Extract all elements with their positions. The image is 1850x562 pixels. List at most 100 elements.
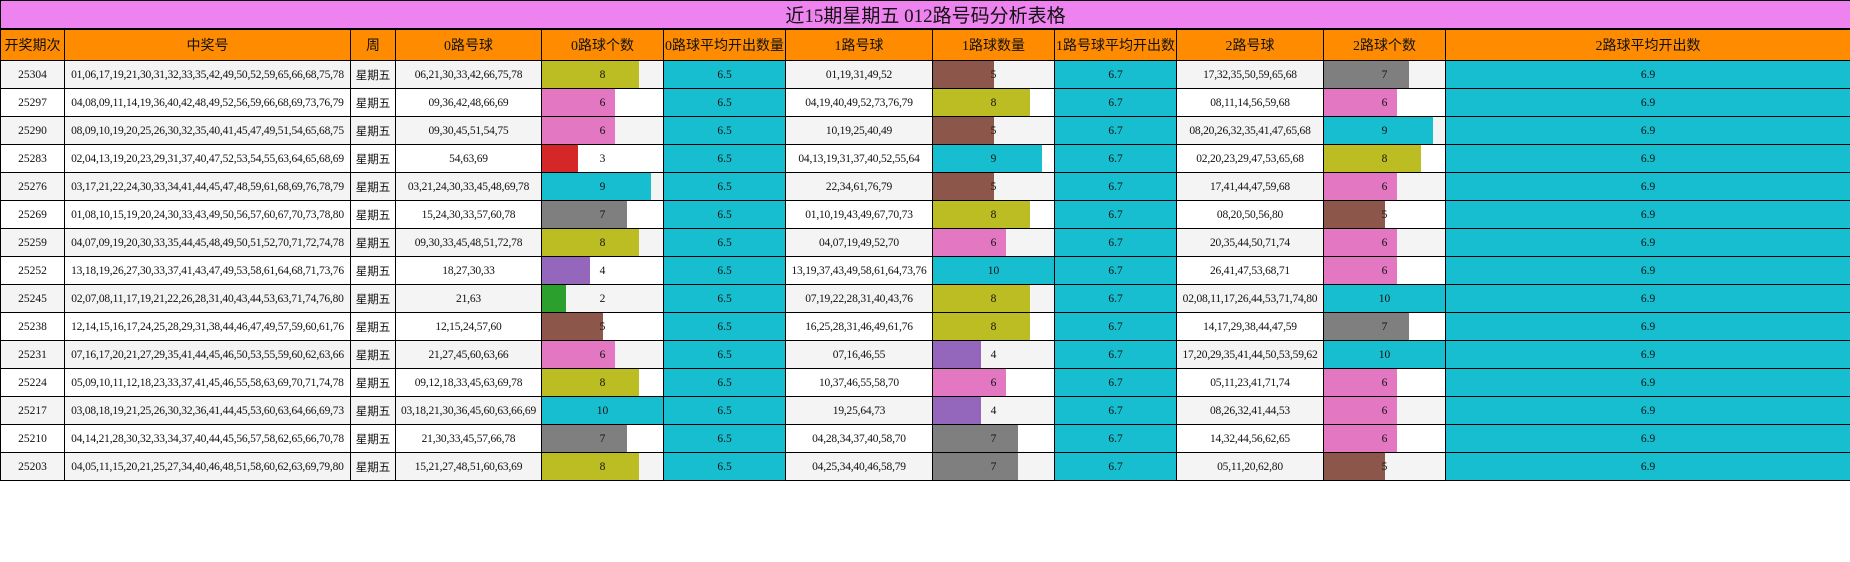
weekday-cell: 星期五 [350, 452, 396, 481]
weekday-cell: 星期五 [350, 116, 396, 145]
route1-count-bar: 8 [932, 284, 1055, 313]
winning-numbers-cell: 03,08,18,19,21,25,26,30,32,36,41,44,45,5… [64, 396, 351, 425]
weekday-cell: 星期五 [350, 256, 396, 285]
count-bar-fill [542, 341, 615, 368]
header-winning-numbers: 中奖号 [64, 28, 351, 61]
route2-count-bar: 6 [1323, 228, 1446, 257]
route0-count-bar: 6 [541, 340, 664, 369]
route1-balls-cell: 04,13,19,31,37,40,52,55,64 [785, 144, 933, 173]
header-row: 开奖期次 中奖号 周 0路号球 0路球个数 0路球平均开出数量 1路号球 1路球… [0, 28, 1850, 61]
count-value: 5 [1381, 460, 1388, 473]
table-row: 25276 03,17,21,22,24,30,33,34,41,44,45,4… [0, 172, 1850, 201]
count-value: 10 [1378, 348, 1391, 361]
count-value: 8 [990, 96, 997, 109]
route2-avg-cell: 6.9 [1444, 88, 1850, 117]
header-route1-count: 1路球数量 [932, 28, 1055, 61]
route1-avg-cell: 6.7 [1054, 144, 1177, 173]
count-bar-fill [542, 453, 639, 480]
route1-count-bar: 8 [932, 200, 1055, 229]
count-value: 6 [1381, 432, 1388, 445]
count-bar-fill [542, 313, 603, 340]
count-bar-fill [1324, 369, 1397, 396]
winning-numbers-cell: 05,09,10,11,12,18,23,33,37,41,45,46,55,5… [64, 368, 351, 397]
period-cell: 25252 [0, 256, 65, 285]
route1-balls-cell: 01,19,31,49,52 [785, 60, 933, 89]
winning-numbers-cell: 04,08,09,11,14,19,36,40,42,48,49,52,56,5… [64, 88, 351, 117]
route1-count-bar: 4 [932, 340, 1055, 369]
count-bar-fill [542, 61, 639, 88]
count-bar-fill [933, 257, 1054, 284]
route1-balls-cell: 10,19,25,40,49 [785, 116, 933, 145]
route2-count-bar: 6 [1323, 424, 1446, 453]
winning-numbers-cell: 12,14,15,16,17,24,25,28,29,31,38,44,46,4… [64, 312, 351, 341]
count-value: 8 [599, 460, 606, 473]
count-value: 4 [990, 404, 997, 417]
table-row: 25283 02,04,13,19,20,23,29,31,37,40,47,5… [0, 144, 1850, 173]
route2-avg-cell: 6.9 [1444, 228, 1850, 257]
count-value: 6 [1381, 236, 1388, 249]
route0-avg-cell: 6.5 [663, 144, 786, 173]
count-bar-fill [1324, 313, 1409, 340]
count-value: 7 [1381, 320, 1388, 333]
count-bar-fill [542, 89, 615, 116]
count-bar-fill [1324, 257, 1397, 284]
route2-balls-cell: 02,20,23,29,47,53,65,68 [1176, 144, 1324, 173]
count-bar-fill [933, 285, 1030, 312]
count-value: 4 [599, 264, 606, 277]
winning-numbers-cell: 02,04,13,19,20,23,29,31,37,40,47,52,53,5… [64, 144, 351, 173]
route1-avg-cell: 6.7 [1054, 424, 1177, 453]
winning-numbers-cell: 13,18,19,26,27,30,33,37,41,43,47,49,53,5… [64, 256, 351, 285]
table-row: 25224 05,09,10,11,12,18,23,33,37,41,45,4… [0, 368, 1850, 397]
winning-numbers-cell: 04,14,21,28,30,32,33,34,37,40,44,45,56,5… [64, 424, 351, 453]
period-cell: 25217 [0, 396, 65, 425]
period-cell: 25290 [0, 116, 65, 145]
count-bar-fill [933, 61, 994, 88]
table-row: 25290 08,09,10,19,20,25,26,30,32,35,40,4… [0, 116, 1850, 145]
period-cell: 25210 [0, 424, 65, 453]
route2-balls-cell: 02,08,11,17,26,44,53,71,74,80 [1176, 284, 1324, 313]
route1-count-bar: 5 [932, 116, 1055, 145]
count-value: 8 [990, 292, 997, 305]
period-cell: 25259 [0, 228, 65, 257]
route0-count-bar: 7 [541, 424, 664, 453]
count-value: 5 [599, 320, 606, 333]
route0-avg-cell: 6.5 [663, 424, 786, 453]
route1-count-bar: 5 [932, 60, 1055, 89]
header-period: 开奖期次 [0, 28, 65, 61]
route2-avg-cell: 6.9 [1444, 144, 1850, 173]
count-value: 9 [1381, 124, 1388, 137]
period-cell: 25283 [0, 144, 65, 173]
route2-avg-cell: 6.9 [1444, 200, 1850, 229]
count-bar-fill [933, 341, 982, 368]
route1-balls-cell: 07,19,22,28,31,40,43,76 [785, 284, 933, 313]
count-value: 9 [990, 152, 997, 165]
route0-balls-cell: 18,27,30,33 [395, 256, 542, 285]
route1-count-bar: 8 [932, 312, 1055, 341]
header-route2-balls: 2路号球 [1176, 28, 1324, 61]
route2-avg-cell: 6.9 [1444, 116, 1850, 145]
count-bar-fill [1324, 285, 1445, 312]
route1-count-bar: 8 [932, 88, 1055, 117]
count-value: 6 [1381, 264, 1388, 277]
count-value: 6 [1381, 96, 1388, 109]
route2-balls-cell: 14,17,29,38,44,47,59 [1176, 312, 1324, 341]
route2-count-bar: 6 [1323, 396, 1446, 425]
count-value: 2 [599, 292, 606, 305]
route1-avg-cell: 6.7 [1054, 228, 1177, 257]
count-value: 5 [990, 68, 997, 81]
period-cell: 25203 [0, 452, 65, 481]
count-value: 7 [599, 432, 606, 445]
route0-balls-cell: 06,21,30,33,42,66,75,78 [395, 60, 542, 89]
route0-balls-cell: 03,21,24,30,33,45,48,69,78 [395, 172, 542, 201]
period-cell: 25276 [0, 172, 65, 201]
count-value: 10 [987, 264, 1000, 277]
header-route0-count: 0路球个数 [541, 28, 664, 61]
route0-avg-cell: 6.5 [663, 200, 786, 229]
count-bar-fill [542, 229, 639, 256]
route0-avg-cell: 6.5 [663, 172, 786, 201]
route1-balls-cell: 07,16,46,55 [785, 340, 933, 369]
route2-balls-cell: 14,32,44,56,62,65 [1176, 424, 1324, 453]
route2-avg-cell: 6.9 [1444, 284, 1850, 313]
route0-avg-cell: 6.5 [663, 116, 786, 145]
route1-avg-cell: 6.7 [1054, 116, 1177, 145]
